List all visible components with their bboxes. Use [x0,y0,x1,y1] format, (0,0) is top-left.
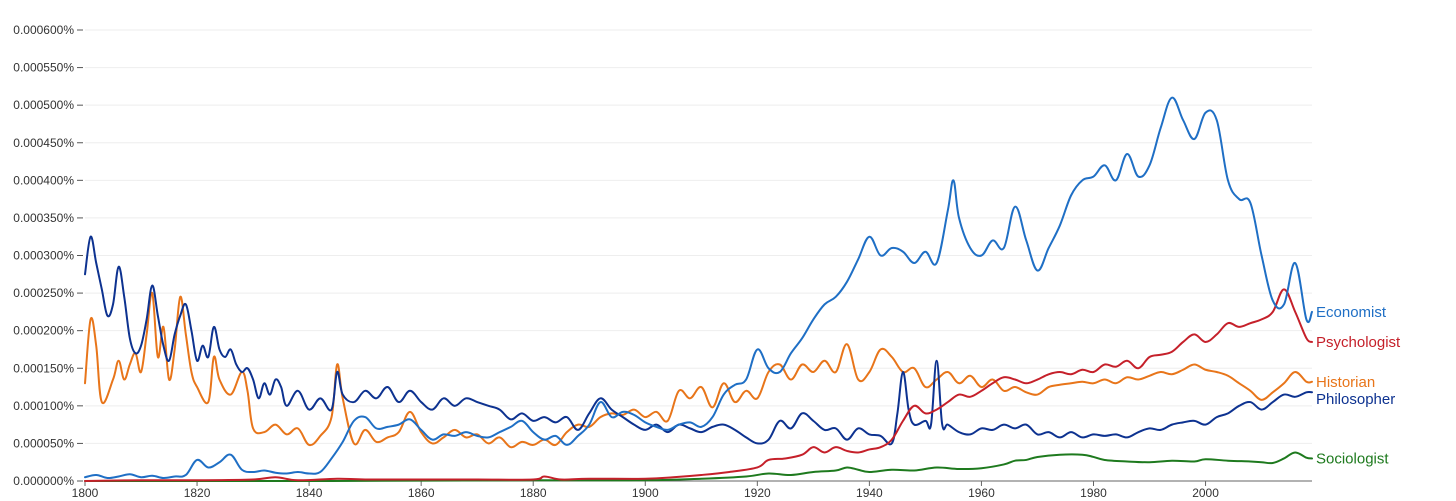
series-label-psychologist: Psychologist [1316,334,1401,351]
series-line-philosopher [84,235,1313,446]
x-tick-label: 1860 [408,486,435,500]
x-tick-label: 1840 [296,486,323,500]
y-tick-label: 0.000400% [13,173,74,187]
y-tick-label: 0.000600% [13,23,74,37]
x-tick-label: 1820 [184,486,211,500]
x-tick-label: 2000 [1192,486,1219,500]
grid-layer [85,29,1312,444]
x-axis: 1800 1820 1840 1860 1880 1900 1920 1940 1960 1980… [72,480,1312,500]
y-axis: 0.000000% 0.000050% 0.000100% 0.000150% 0.00… [13,23,83,488]
y-tick-label: 0.000150% [13,361,74,375]
x-tick-label: 1940 [856,486,883,500]
x-tick-label: 1800 [72,486,99,500]
series-labels: Economist Psychologist HistorianPhilosophe… [1316,304,1401,468]
x-tick-label: 1920 [744,486,771,500]
x-tick-label: 1960 [968,486,995,500]
series-label-historian: Historian [1316,374,1375,391]
series-layer [84,96,1313,483]
series-line-sociologist [84,451,1313,483]
x-tick-label: 1900 [632,486,659,500]
x-tick-label: 1880 [520,486,547,500]
series-label-economist: Economist [1316,304,1387,321]
y-tick-label: 0.000300% [13,249,74,263]
series-label-philosopher: Philosopher [1316,391,1395,408]
y-tick-label: 0.000350% [13,211,74,225]
y-tick-label: 0.000200% [13,324,74,338]
y-tick-label: 0.000450% [13,136,74,150]
y-tick-label: 0.000000% [13,474,74,488]
x-tick-label: 1980 [1080,486,1107,500]
series-label-sociologist: Sociologist [1316,450,1389,467]
y-tick-label: 0.000050% [13,436,74,450]
series-line-psychologist [84,288,1313,482]
series-line-economist [84,96,1313,480]
y-tick-label: 0.000100% [13,399,74,413]
y-tick-label: 0.000250% [13,286,74,300]
y-tick-label: 0.000550% [13,61,74,75]
series-line-historian [84,292,1313,449]
y-tick-label: 0.000500% [13,98,74,112]
